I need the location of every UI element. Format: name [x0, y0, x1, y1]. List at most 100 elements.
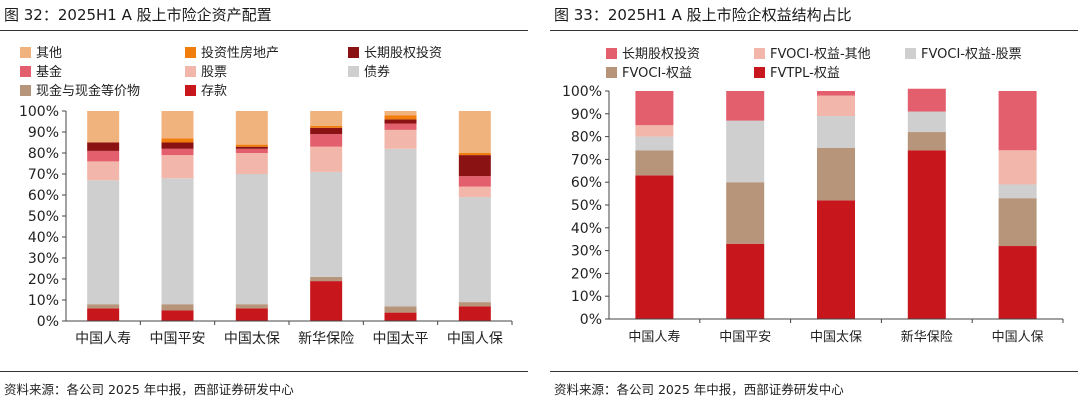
legend-label: 其他	[36, 46, 62, 61]
bar-segment	[87, 304, 120, 309]
bar-segment	[161, 138, 194, 143]
bar-segment	[310, 146, 343, 172]
bar-segment	[907, 132, 946, 151]
bar-segment	[635, 136, 674, 151]
y-tick-label: 90%	[28, 125, 59, 141]
bar-segment	[161, 304, 194, 311]
bar-segment	[310, 171, 343, 277]
y-tick-label: 20%	[28, 272, 59, 288]
equity-structure-chart: 长期股权投资 FVOCI-权益-其他 FVOCI-权益-股票 FVOCI-权益 FVTP…	[562, 46, 1064, 345]
legend-label: 长期股权投资	[622, 46, 700, 62]
bar-segment	[384, 312, 417, 321]
bar-segment	[998, 184, 1037, 199]
y-tick-label: 20%	[571, 266, 602, 282]
legend-swatch	[20, 66, 31, 77]
bar-segment	[817, 148, 855, 201]
bar-segment	[87, 180, 120, 305]
bar-segment	[87, 142, 120, 151]
legend-swatch	[185, 47, 196, 58]
bar-segment	[998, 198, 1037, 247]
bar-segment	[817, 200, 855, 319]
x-category-label: 新华保险	[901, 329, 953, 345]
legend-swatch	[754, 48, 765, 59]
bar-segment	[235, 304, 268, 309]
x-category-label: 中国太保	[810, 330, 862, 345]
bar-segment	[235, 153, 268, 174]
bar-segment	[235, 111, 268, 145]
bar-segment	[87, 161, 120, 181]
source-note: 资料来源：各公司 2025 年中报，西部证券研发中心	[554, 382, 844, 397]
legend-swatch	[348, 66, 359, 77]
bar-segment	[458, 155, 491, 177]
legend-label: 债券	[364, 64, 390, 80]
bar-segment	[998, 91, 1037, 151]
bar-segment	[458, 306, 491, 321]
y-tick-label: 70%	[571, 152, 602, 168]
bar-segment	[998, 246, 1037, 319]
bar-segment	[310, 127, 343, 135]
y-tick-label: 70%	[28, 167, 59, 183]
bar-segment	[384, 129, 417, 149]
y-tick-label: 0%	[580, 312, 602, 328]
y-tick-label: 0%	[37, 314, 59, 330]
y-tick-label: 80%	[28, 146, 59, 162]
x-category-label: 中国人保	[447, 331, 503, 347]
bar-segment	[310, 125, 343, 128]
bar-segment	[310, 111, 343, 126]
legend-swatch	[20, 85, 31, 96]
legend-swatch	[185, 85, 196, 96]
bar-segment	[998, 150, 1037, 185]
bar-segment	[235, 174, 268, 305]
left-figure-panel: 图 32：2025H1 A 股上市险企资产配置 其他 投资性房地产 长期股权投资 基金…	[0, 0, 530, 404]
bar-segment	[161, 155, 194, 179]
bar-segment	[458, 111, 491, 153]
source-rule	[550, 371, 1078, 372]
bar-segment	[235, 148, 268, 153]
y-tick-label: 100%	[19, 104, 59, 120]
legend-label: 长期股权投资	[364, 45, 442, 61]
x-category-label: 中国平安	[719, 330, 771, 345]
y-tick-label: 100%	[562, 84, 602, 100]
legend-label: FVOCI-权益	[622, 65, 692, 81]
bar-segment	[161, 178, 194, 305]
figure-title: 图 32：2025H1 A 股上市险企资产配置	[4, 6, 272, 24]
bar-segment	[161, 111, 194, 139]
legend-label: 存款	[201, 84, 227, 99]
bar-segment	[235, 308, 268, 321]
bar-segment	[310, 281, 343, 321]
legend-swatch	[20, 47, 31, 58]
x-category-label: 中国人寿	[75, 330, 131, 347]
bar-segment	[87, 150, 120, 162]
x-category-label: 中国平安	[150, 331, 206, 347]
y-tick-label: 30%	[28, 251, 59, 267]
y-tick-label: 40%	[28, 230, 59, 246]
bar-segment	[726, 243, 765, 319]
legend-swatch	[348, 47, 359, 58]
source-note: 资料来源：各公司 2025 年中报，西部证券研发中心	[4, 382, 294, 397]
legend-label: 现金与现金等价物	[36, 83, 140, 99]
bar-segment	[726, 120, 765, 183]
bar-segment	[817, 95, 855, 117]
title-rule	[550, 30, 1078, 31]
bar-segment	[235, 146, 268, 149]
bar-segment	[817, 116, 855, 148]
y-tick-label: 40%	[571, 221, 602, 237]
bar-segment	[458, 197, 491, 303]
bar-segment	[726, 91, 765, 121]
bar-segment	[87, 111, 120, 143]
bar-segment	[907, 88, 946, 112]
bar-segment	[310, 276, 343, 282]
bar-segment	[458, 153, 491, 156]
x-category-label: 中国太平	[373, 331, 429, 347]
bar-segment	[87, 308, 120, 321]
right-figure-panel: 图 33：2025H1 A 股上市险企权益结构占比 长期股权投资 FVOCI-权益…	[550, 0, 1080, 404]
legend-label: 股票	[201, 65, 227, 80]
bar-segment	[310, 134, 343, 147]
x-category-label: 新华保险	[298, 331, 354, 347]
y-tick-label: 50%	[571, 198, 602, 214]
bar-segment	[726, 182, 765, 244]
bar-segment	[384, 115, 417, 120]
bar-segment	[635, 175, 674, 319]
legend-swatch	[754, 67, 765, 78]
